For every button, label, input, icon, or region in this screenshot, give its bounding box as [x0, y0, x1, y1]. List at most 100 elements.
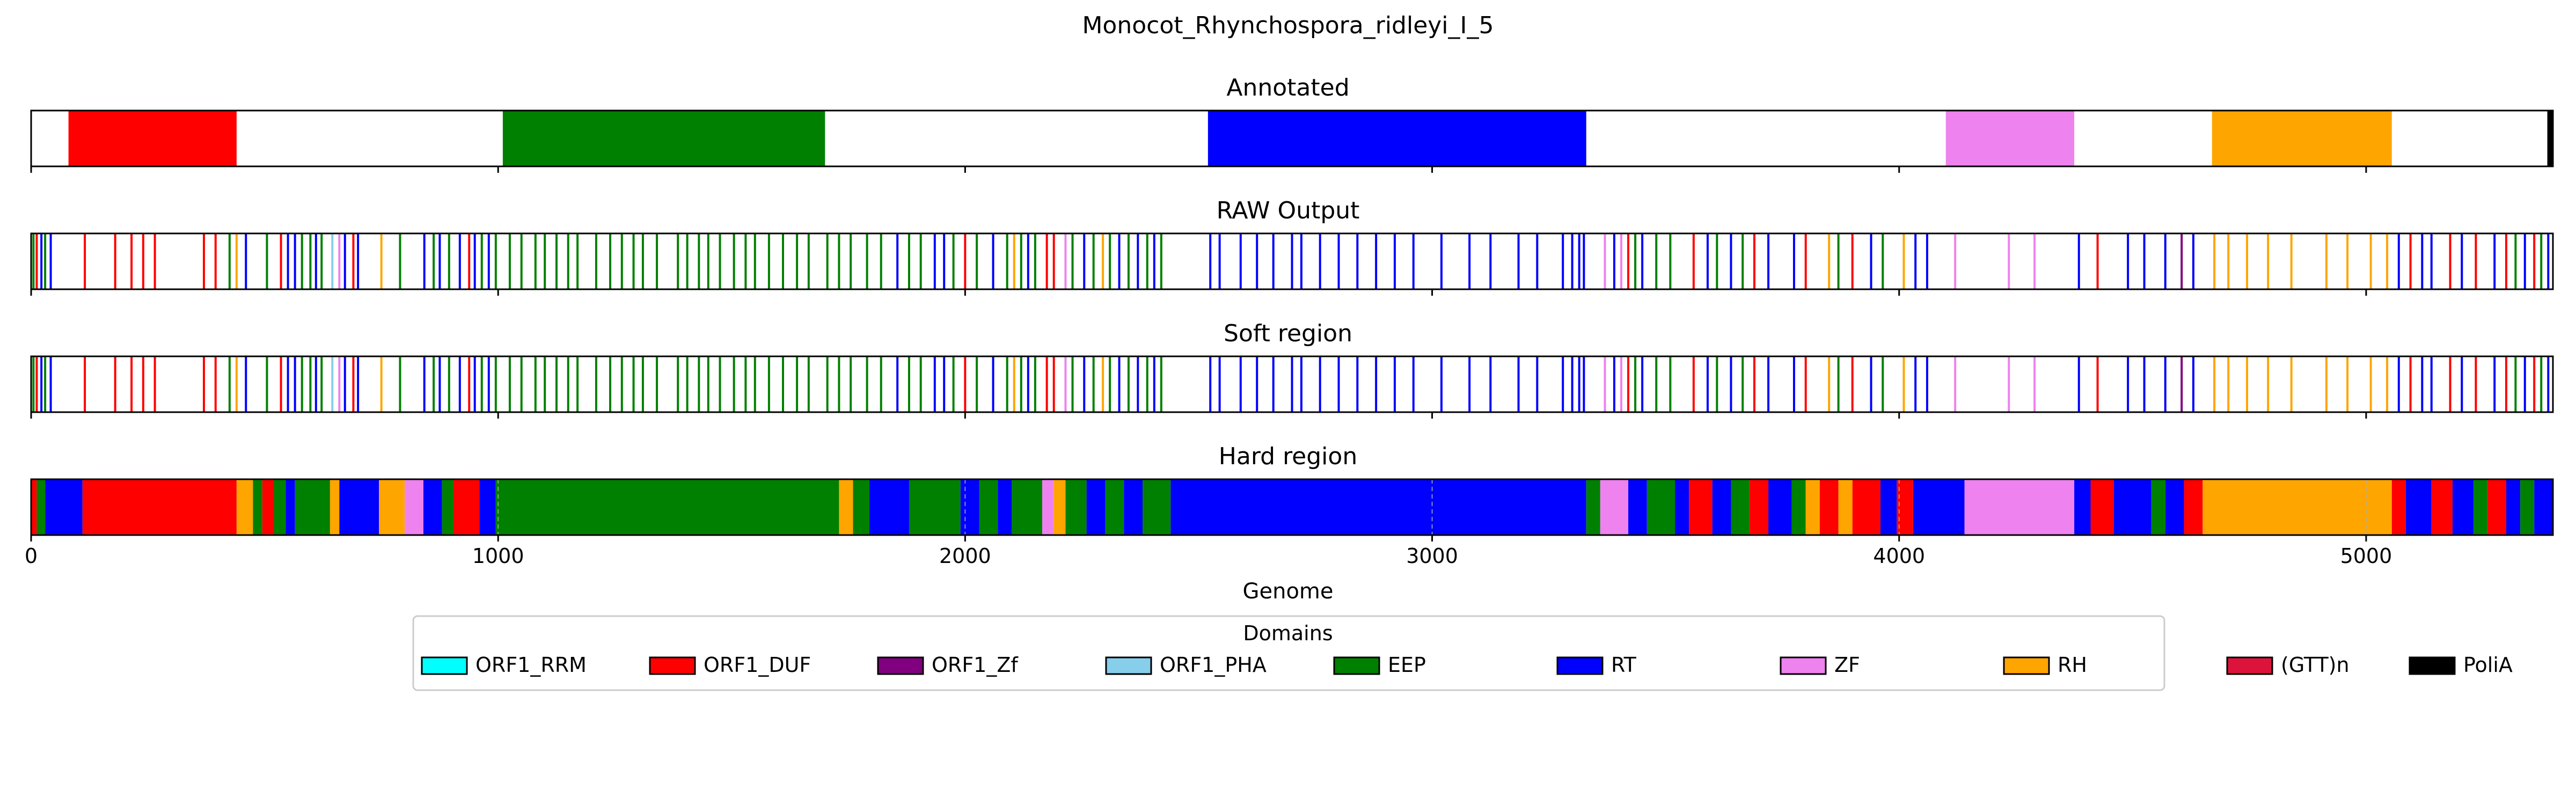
- legend-swatch: [2409, 656, 2456, 675]
- segment-polia: [2547, 111, 2553, 166]
- legend-label: ORF1_PHA: [1160, 653, 1267, 677]
- panel-frame: [30, 109, 2554, 167]
- segment-rh: [2212, 111, 2392, 166]
- segment-rt: [960, 479, 979, 535]
- segment-zf: [1945, 111, 2075, 166]
- legend: Domains ORF1_RRM ORF1_DUF ORF1_Zf ORF1_PHA E…: [412, 615, 2513, 691]
- panel-title: Soft region: [1224, 320, 1352, 347]
- panel-title: Hard region: [1219, 443, 1357, 470]
- legend-item-rt: RT: [1556, 653, 1637, 677]
- segment-rt: [1124, 479, 1143, 535]
- segment-rh: [379, 479, 405, 535]
- segment-rt: [2506, 479, 2521, 535]
- segment-eep: [1012, 479, 1042, 535]
- segment-orf1-duf: [1819, 479, 1839, 535]
- x-axis-label: Genome: [1242, 579, 1333, 604]
- segment-rt: [2452, 479, 2474, 535]
- x-tick-label: 3000: [1406, 544, 1458, 568]
- segment-eep: [1646, 479, 1675, 535]
- panel-hard-region: Hard region: [30, 443, 2554, 541]
- legend-item-rh: RH: [2003, 653, 2087, 677]
- legend-swatch: [877, 656, 924, 675]
- segment-eep: [253, 479, 262, 535]
- chart-title: Monocot_Rhynchospora_ridleyi_I_5: [1082, 12, 1494, 39]
- legend-swatch: [1105, 656, 1152, 675]
- segment-rt: [2534, 479, 2553, 535]
- segment-eep: [1143, 479, 1171, 535]
- segment-rt: [1768, 479, 1792, 535]
- x-tick-label: 4000: [1873, 544, 1925, 568]
- segment-rt: [2405, 479, 2432, 535]
- panel-title: RAW Output: [1217, 197, 1360, 224]
- legend-item-orf1-pha: ORF1_PHA: [1105, 653, 1267, 677]
- panel-annotated: Annotated: [30, 74, 2554, 173]
- segment-orf1-duf: [453, 479, 480, 535]
- legend-item-zf: ZF: [1780, 653, 1860, 677]
- legend-label: ORF1_DUF: [704, 653, 811, 677]
- legend-label: RH: [2058, 653, 2087, 677]
- segment-eep: [1105, 479, 1124, 535]
- segment-orf1-duf: [262, 479, 274, 535]
- panel-frame: [30, 478, 2554, 536]
- legend-item-orf1-duf: ORF1_DUF: [649, 653, 811, 677]
- segment-rh: [2202, 479, 2392, 535]
- legend-label: RT: [1611, 653, 1637, 677]
- segment-eep: [442, 479, 454, 535]
- segment-rt: [1712, 479, 1731, 535]
- legend-item-polia: PoliA: [2409, 653, 2513, 677]
- legend-swatch: [1780, 656, 1827, 675]
- segment-rt: [1170, 479, 1586, 535]
- segment-orf1-duf: [1689, 479, 1713, 535]
- legend-item-orf1-rrm: ORF1_RRM: [421, 653, 587, 677]
- segment-rh: [1805, 479, 1820, 535]
- legend-label: (GTT)n: [2281, 653, 2350, 677]
- segment-eep: [2151, 479, 2165, 535]
- segment-eep: [853, 479, 869, 535]
- panel-frame: [30, 232, 2554, 290]
- legend-item-orf1-zf: ORF1_Zf: [877, 653, 1019, 677]
- x-tick-label: 1000: [472, 544, 524, 568]
- legend-label: PoliA: [2463, 653, 2513, 677]
- legend-frame: [412, 615, 2165, 691]
- legend-label: ZF: [1834, 653, 1860, 677]
- segment-rt: [1880, 479, 1897, 535]
- segment-zf: [1964, 479, 2075, 535]
- legend-items: ORF1_RRM ORF1_DUF ORF1_Zf ORF1_PHA EEP RT ZF RH…: [421, 653, 2513, 677]
- segment-orf1-duf: [2391, 479, 2406, 535]
- segment-eep: [36, 479, 46, 535]
- x-axis: 0 1000 2000 3000 4000 5000: [25, 544, 2392, 568]
- segment-rh: [236, 479, 253, 535]
- legend-title: Domains: [1243, 621, 1333, 645]
- segment-eep: [979, 479, 998, 535]
- panel-title: Annotated: [1226, 74, 1349, 101]
- segment-rt: [869, 479, 909, 535]
- x-tick-label: 2000: [939, 544, 991, 568]
- segment-rt: [339, 479, 379, 535]
- legend-swatch: [1556, 656, 1604, 675]
- x-tick-label: 5000: [2340, 544, 2392, 568]
- legend-swatch: [2226, 656, 2273, 675]
- segment-rh: [1053, 479, 1066, 535]
- segment-eep: [295, 479, 330, 535]
- segment-rt: [998, 479, 1012, 535]
- segment-rt: [423, 479, 442, 535]
- segment-rt: [1086, 479, 1106, 535]
- segment-orf1-duf: [82, 479, 237, 535]
- panel-raw-output: RAW Output: [30, 197, 2554, 296]
- segment-eep: [495, 479, 839, 535]
- segment-zf: [405, 479, 423, 535]
- segment-rt: [2074, 479, 2091, 535]
- segment-eep: [2473, 479, 2488, 535]
- segment-eep: [2520, 479, 2535, 535]
- segment-eep: [274, 479, 286, 535]
- segment-eep: [1586, 479, 1600, 535]
- segment-rh: [839, 479, 853, 535]
- segment-rt: [479, 479, 496, 535]
- segment-eep: [1731, 479, 1750, 535]
- legend-swatch: [1333, 656, 1380, 675]
- segment-rh: [330, 479, 340, 535]
- panel-soft-region: Soft region: [30, 320, 2554, 419]
- segment-eep: [502, 111, 825, 166]
- segment-rt: [1675, 479, 1689, 535]
- segment-rt: [1208, 111, 1586, 166]
